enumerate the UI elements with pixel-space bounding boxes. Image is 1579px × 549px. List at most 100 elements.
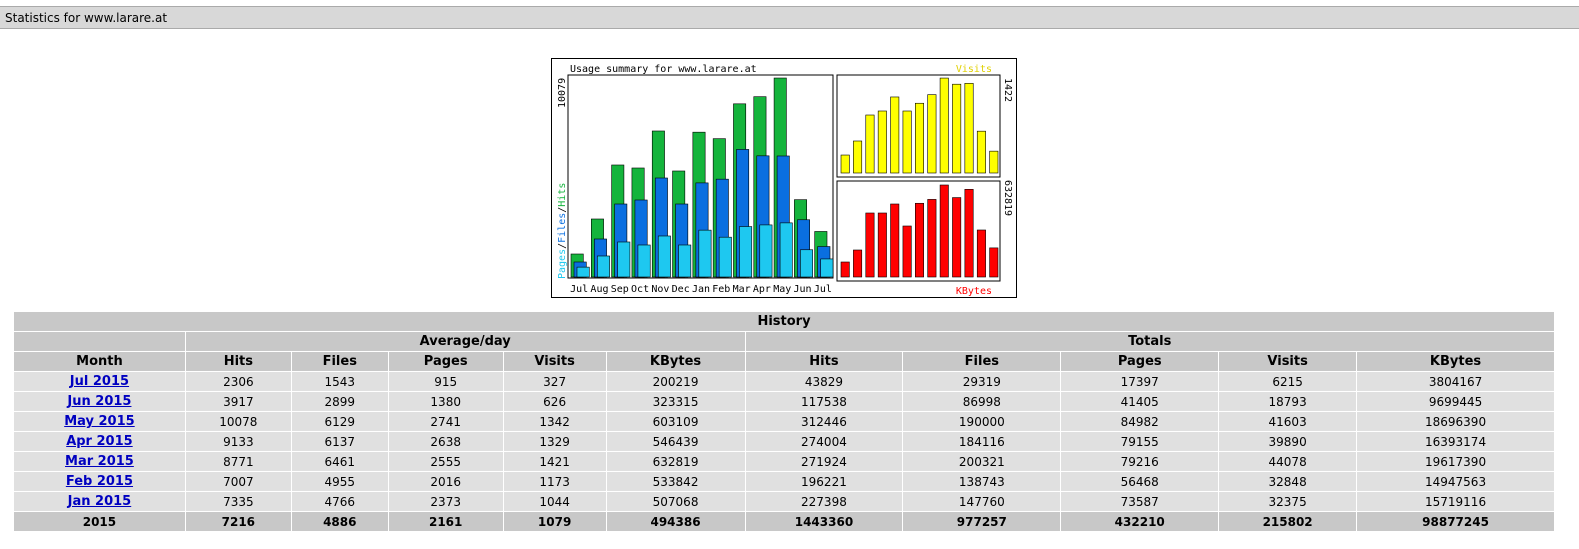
title-bar: Statistics for www.larare.at xyxy=(0,6,1579,29)
column-header: Files xyxy=(903,352,1061,371)
cell: 147760 xyxy=(903,492,1061,511)
bar xyxy=(877,212,887,278)
cell: 41603 xyxy=(1219,412,1357,431)
cell: 1329 xyxy=(503,432,606,451)
cell: 10078 xyxy=(185,412,291,431)
bar xyxy=(779,222,793,278)
chart-title: Usage summary for www.larare.at xyxy=(570,64,757,75)
cell: Feb 2015 xyxy=(14,472,185,491)
cell: 200219 xyxy=(606,372,745,391)
row: May 2015 10078 6129 2741 1342 603109 312446 190… xyxy=(14,412,1554,431)
cell: 138743 xyxy=(903,472,1061,491)
bar xyxy=(976,229,986,278)
legend-entry: Files xyxy=(557,213,568,243)
bar xyxy=(853,140,863,174)
cell: 6137 xyxy=(291,432,388,451)
cell: 323315 xyxy=(606,392,745,411)
cell: 7335 xyxy=(185,492,291,511)
column-header: KBytes xyxy=(606,352,745,371)
cell: 327 xyxy=(503,372,606,391)
cell: Jul 2015 xyxy=(14,372,185,391)
history-table: History Average/day Totals Month Hits Files Pa… xyxy=(13,311,1555,532)
bar xyxy=(800,249,813,278)
bar xyxy=(840,261,850,278)
month-link[interactable]: Feb 2015 xyxy=(65,474,134,489)
x-tick-label: Nov xyxy=(651,284,669,295)
cell: 44078 xyxy=(1219,452,1357,471)
cell: 1342 xyxy=(503,412,606,431)
y-max-label: 632819 xyxy=(1002,180,1013,216)
cell: 200321 xyxy=(903,452,1061,471)
month-link[interactable]: Jul 2015 xyxy=(69,374,130,389)
row: Feb 2015 7007 4955 2016 1173 533842 196221 1387… xyxy=(14,472,1554,491)
bar xyxy=(853,249,863,278)
cell: 626 xyxy=(503,392,606,411)
column-header: Hits xyxy=(185,352,291,371)
bar xyxy=(820,258,834,278)
cell: 86998 xyxy=(903,392,1061,411)
row: Month Hits Files Pages Visits KBytes Hits Files… xyxy=(14,352,1554,371)
month-link[interactable]: Jun 2015 xyxy=(67,394,132,409)
plot-frame xyxy=(567,74,834,279)
bar xyxy=(927,94,937,174)
bar xyxy=(902,110,912,174)
x-tick-label: Sep xyxy=(611,284,629,295)
cell: 9133 xyxy=(185,432,291,451)
cell: 3804167 xyxy=(1357,372,1554,391)
cell: 79216 xyxy=(1061,452,1219,471)
legend-entry: KBytes xyxy=(956,286,992,297)
column-header: Hits xyxy=(745,352,903,371)
cell: 274004 xyxy=(745,432,903,451)
cell: 271924 xyxy=(745,452,903,471)
total-cell: 1079 xyxy=(503,512,606,531)
cell: 41405 xyxy=(1061,392,1219,411)
x-tick-label: Dec xyxy=(672,284,690,295)
bar xyxy=(952,83,962,174)
total-cell: 4886 xyxy=(291,512,388,531)
plot-frame xyxy=(836,180,1001,282)
x-tick-label: Oct xyxy=(631,284,649,295)
bar xyxy=(698,229,712,278)
bar xyxy=(617,241,631,278)
month-link[interactable]: Mar 2015 xyxy=(65,454,134,469)
cell: 2638 xyxy=(388,432,503,451)
month-link[interactable]: Jan 2015 xyxy=(67,494,132,509)
bar xyxy=(939,184,949,278)
cell: 6129 xyxy=(291,412,388,431)
bar xyxy=(964,83,974,174)
cell: 4955 xyxy=(291,472,388,491)
row: Jan 2015 7335 4766 2373 1044 507068 227398 1477… xyxy=(14,492,1554,511)
column-header: Visits xyxy=(503,352,606,371)
cell: Jan 2015 xyxy=(14,492,185,511)
bar xyxy=(877,110,887,174)
row: Apr 2015 9133 6137 2638 1329 546439 274004 1841… xyxy=(14,432,1554,451)
total-cell: 1443360 xyxy=(745,512,903,531)
bar xyxy=(902,225,912,278)
cell: 4766 xyxy=(291,492,388,511)
total-cell: 7216 xyxy=(185,512,291,531)
cell xyxy=(14,332,185,351)
x-tick-label: Feb xyxy=(712,284,730,295)
cell: 29319 xyxy=(903,372,1061,391)
total-cell: 494386 xyxy=(606,512,745,531)
column-header: Visits xyxy=(1219,352,1357,371)
bar xyxy=(739,226,753,278)
bar xyxy=(989,150,999,174)
cell: 507068 xyxy=(606,492,745,511)
cell: 18696390 xyxy=(1357,412,1554,431)
row: Average/day Totals xyxy=(14,332,1554,351)
bar xyxy=(890,96,900,174)
row: 2015 7216 4886 2161 1079 494386 1443360 977257 4… xyxy=(14,512,1554,531)
cell: 6461 xyxy=(291,452,388,471)
cell: Jun 2015 xyxy=(14,392,185,411)
x-tick-label: Jul xyxy=(814,284,832,295)
cell: 1173 xyxy=(503,472,606,491)
cell: 915 xyxy=(388,372,503,391)
month-link[interactable]: Apr 2015 xyxy=(66,434,133,449)
bar xyxy=(976,130,986,174)
bar xyxy=(939,77,949,174)
month-link[interactable]: May 2015 xyxy=(64,414,135,429)
legend-entry: Pages xyxy=(557,249,568,279)
